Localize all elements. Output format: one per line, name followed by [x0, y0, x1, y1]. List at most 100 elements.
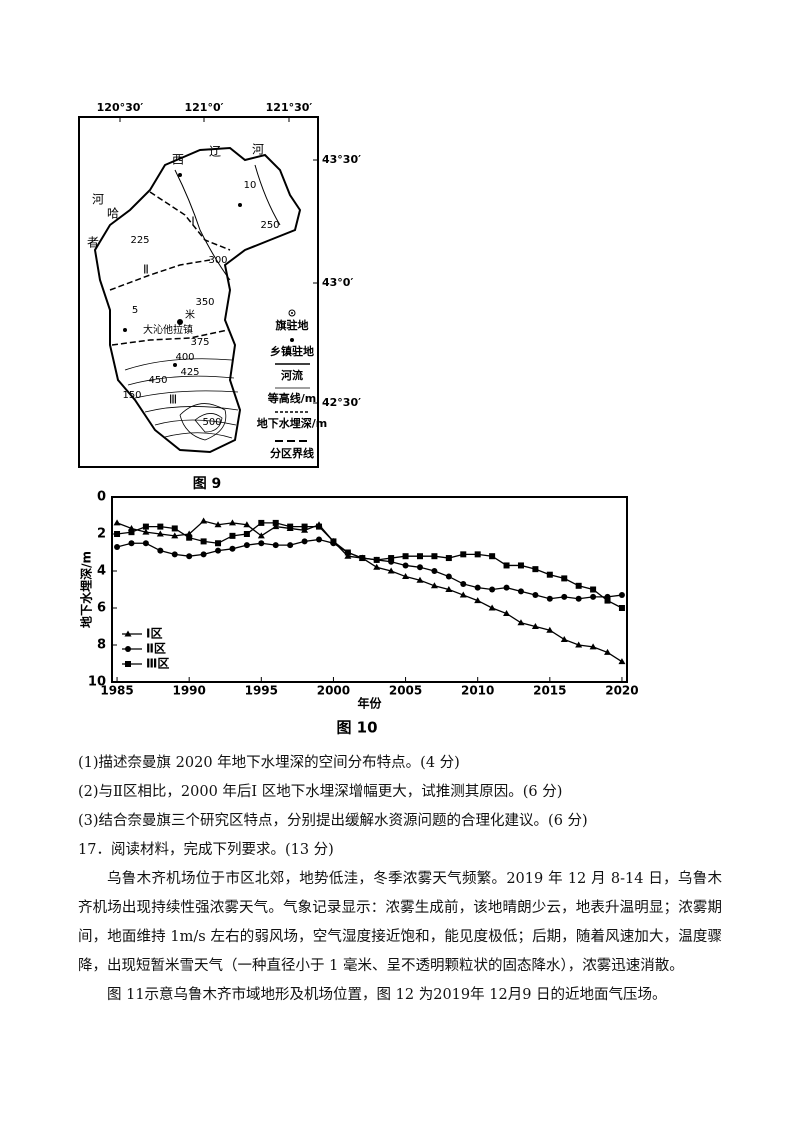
x-tick-label: 2000: [317, 684, 350, 698]
map-label: 300: [208, 255, 227, 266]
longitude-label: 121°0′: [184, 101, 223, 114]
marker: [243, 531, 250, 537]
marker: [474, 597, 482, 604]
question: (2)与Ⅱ区相比，2000 年后Ⅰ 区地下水埋深增幅更大，试推测其原因。(6 分…: [78, 784, 563, 800]
y-axis-label: 地下水埋深/m: [79, 551, 94, 628]
y-tick-label: 10: [88, 675, 106, 690]
marker: [157, 547, 164, 554]
latitude-label: 43°30′: [322, 153, 361, 166]
marker: [618, 658, 626, 665]
map-label: 500: [202, 417, 221, 428]
series-line: [116, 520, 623, 663]
marker: [430, 582, 438, 589]
marker: [416, 553, 423, 560]
marker: [532, 592, 539, 599]
marker: [142, 523, 149, 530]
map-labels: 120°30′ 121°0′ 121°30′ 43°30′ 43°0′ 42°30′ 旗驻地…: [87, 101, 361, 460]
map-ticks: [119, 117, 318, 404]
marker: [215, 540, 222, 547]
marker: [257, 532, 265, 539]
x-tick-label: 1995: [245, 684, 278, 698]
legend-marker: [125, 646, 131, 652]
map-outline: [93, 146, 302, 454]
marker: [156, 530, 164, 537]
marker: [373, 563, 381, 570]
marker: [359, 555, 366, 562]
marker: [445, 573, 452, 580]
map-label: 425: [180, 367, 199, 378]
marker: [330, 538, 337, 545]
question: (1)描述奈曼旗 2020 年地下水埋深的空间分布特点。(4 分): [78, 755, 460, 771]
marker: [215, 547, 222, 554]
marker: [517, 619, 525, 626]
marker: [546, 626, 554, 633]
latitude-label: 42°30′: [322, 396, 361, 409]
marker: [229, 545, 236, 552]
marker: [272, 519, 279, 526]
plot-frame: [111, 496, 628, 683]
figures: 120°30′ 121°0′ 121°30′ 43°30′ 43°0′ 42°30′ 旗驻地…: [78, 101, 639, 737]
map-label: 10: [244, 180, 257, 191]
marker: [590, 593, 597, 600]
marker: [546, 571, 553, 578]
y-tick-label: 0: [97, 490, 106, 505]
marker: [489, 586, 496, 593]
map-label: 225: [130, 235, 149, 246]
marker: [344, 549, 351, 556]
marker: [517, 562, 524, 569]
figure-caption: 图 9: [193, 476, 222, 492]
map-boundaries: [109, 191, 231, 346]
marker: [142, 540, 149, 547]
marker: [517, 588, 524, 595]
marker: [416, 564, 423, 571]
map-label: 哈: [107, 207, 119, 221]
marker: [258, 519, 265, 526]
marker: [618, 605, 625, 611]
map-legend-label: 乡镇驻地: [270, 344, 314, 358]
legend-label: Ⅰ区: [146, 627, 162, 641]
map-label: 河: [92, 193, 104, 207]
marker: [474, 551, 481, 558]
marker: [114, 543, 121, 550]
marker: [200, 551, 207, 558]
paragraph: 图 11示意乌鲁木齐市域地形及机场位置，图 12 为2019年 12月9 日的近…: [107, 987, 667, 1003]
map-rivers: [174, 164, 281, 281]
marker: [200, 517, 208, 524]
map-legend-label: 旗驻地: [276, 318, 309, 332]
x-tick-label: 1985: [100, 684, 133, 698]
marker: [561, 575, 568, 582]
map-label: 河: [252, 143, 264, 157]
marker: [316, 536, 323, 543]
marker: [301, 523, 308, 530]
map-label: 250: [260, 220, 279, 231]
marker: [503, 562, 510, 569]
map-label: 大沁他拉镇: [143, 323, 193, 336]
marker: [575, 641, 583, 648]
paragraph: 乌鲁木齐机场位于市区北郊，地势低洼，冬季浓雾天气频繁。2019 年 12 月 8…: [78, 871, 722, 974]
marker: [388, 555, 395, 562]
marker: [474, 584, 481, 591]
y-tick-label: 4: [97, 564, 106, 579]
longitude-label: 121°30′: [266, 101, 313, 114]
banner-seat: [177, 319, 183, 325]
marker: [258, 540, 265, 547]
x-tick-label: 1990: [172, 684, 205, 698]
marker: [344, 552, 352, 559]
legend-marker: [125, 661, 131, 667]
marker: [575, 595, 582, 602]
marker: [459, 591, 467, 598]
y-tick-label: 2: [97, 527, 106, 542]
map-legend: [275, 309, 310, 442]
legend-label: Ⅲ区: [146, 657, 169, 671]
marker: [503, 584, 510, 591]
marker: [402, 573, 410, 580]
marker: [402, 562, 409, 569]
marker: [243, 542, 250, 549]
map-label: 400: [175, 352, 194, 363]
marker: [503, 610, 511, 617]
marker: [560, 635, 568, 642]
marker: [416, 576, 424, 583]
marker: [128, 540, 135, 547]
map-legend-label: 分区界线: [270, 446, 314, 460]
